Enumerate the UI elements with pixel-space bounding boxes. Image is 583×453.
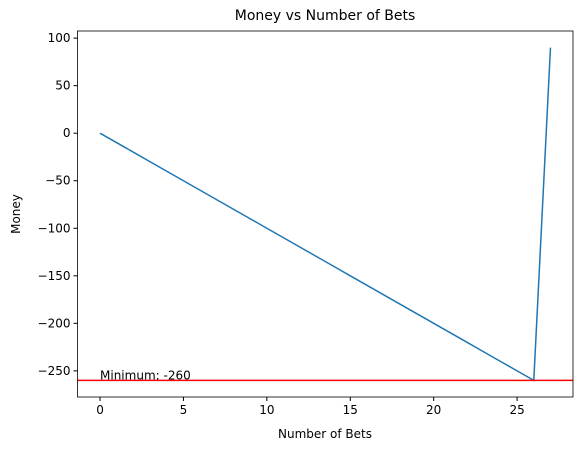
- y-tick-label: 50: [55, 79, 70, 93]
- y-tick-label: 0: [63, 126, 71, 140]
- x-tick-label: 25: [509, 403, 524, 417]
- x-tick-label: 5: [180, 403, 188, 417]
- y-axis-label: Money: [9, 194, 23, 234]
- y-tick-label: −200: [38, 316, 71, 330]
- axes-frame: [77, 30, 574, 398]
- x-tick-label: 15: [343, 403, 358, 417]
- chart-title: Money vs Number of Bets: [235, 8, 416, 24]
- y-tick-label: −50: [45, 174, 70, 188]
- x-tick-label: 0: [96, 403, 104, 417]
- x-axis-label: Number of Bets: [278, 427, 372, 441]
- y-tick-label: −150: [38, 269, 71, 283]
- series-line: [99, 47, 552, 382]
- x-tick-label: 10: [259, 403, 274, 417]
- y-tick-label: −100: [38, 221, 71, 235]
- y-tick-label: −250: [38, 364, 71, 378]
- y-tick-label: 100: [48, 31, 71, 45]
- annotation: Minimum: -260: [100, 368, 191, 382]
- x-tick-label: 20: [426, 403, 441, 417]
